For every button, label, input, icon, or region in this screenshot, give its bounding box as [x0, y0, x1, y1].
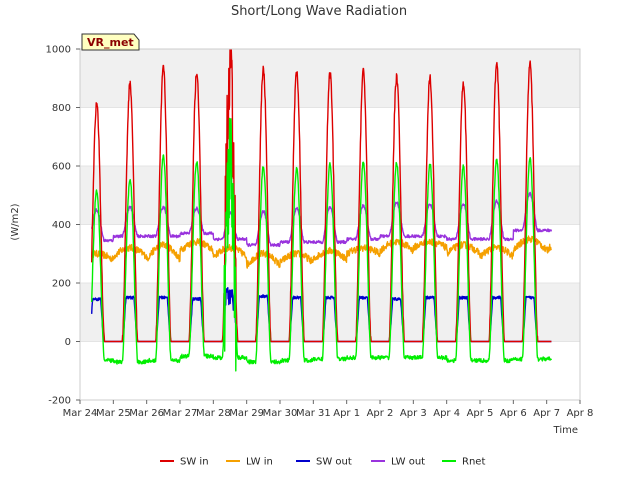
x-tick-label: Apr 6 [500, 408, 527, 419]
plot-band [80, 166, 580, 225]
x-tick-label: Mar 30 [263, 408, 298, 419]
station-badge: VR_met [81, 33, 140, 51]
plot-area [91, 49, 553, 372]
legend: SW in LW in SW out LW out Rnet [160, 457, 485, 468]
x-tick-label: Apr 5 [467, 408, 494, 419]
x-tick-label: Apr 3 [400, 408, 427, 419]
y-axis-title: (W/m2) [10, 203, 21, 240]
y-tick-label: 800 [52, 103, 71, 114]
station-badge-shape [81, 33, 140, 51]
x-tick-label: Mar 27 [163, 408, 198, 419]
plot-band [80, 283, 580, 342]
y-tick-label: 1000 [46, 45, 71, 56]
series-line-rnet [91, 117, 553, 372]
legend-item: SW in [160, 457, 209, 468]
station-label: VR_met [87, 36, 134, 49]
x-tick-label: Mar 24 [63, 408, 98, 419]
legend-item: Rnet [442, 457, 485, 468]
y-tick-label: 0 [65, 337, 71, 348]
legend-label: LW in [246, 457, 273, 468]
x-tick-label: Apr 8 [567, 408, 594, 419]
x-axis-title: Time [553, 425, 578, 436]
legend-label: LW out [391, 457, 425, 468]
chart-title: Short/Long Wave Radiation [231, 4, 407, 19]
y-tick-label: 600 [52, 162, 71, 173]
x-tick-label: Mar 31 [296, 408, 331, 419]
x-tick-label: Apr 4 [433, 408, 460, 419]
legend-item: LW in [226, 457, 273, 468]
x-tick-label: Apr 2 [367, 408, 394, 419]
series-line-sw-in [91, 49, 552, 343]
x-tick-label: Apr 1 [333, 408, 360, 419]
legend-label: Rnet [462, 457, 485, 468]
x-tick-label: Apr 7 [533, 408, 560, 419]
x-tick-label: Mar 28 [196, 408, 231, 419]
legend-label: SW in [180, 457, 209, 468]
legend-label: SW out [316, 457, 352, 468]
y-tick-label: 200 [52, 279, 71, 290]
legend-item: SW out [296, 457, 352, 468]
plot-bands [80, 49, 580, 342]
y-axis: -200 0 200 400 600 800 1000 [46, 45, 80, 407]
x-tick-label: Mar 29 [229, 408, 264, 419]
legend-item: LW out [371, 457, 425, 468]
y-tick-label: -200 [48, 396, 71, 407]
x-tick-label: Mar 25 [96, 408, 131, 419]
x-tick-label: Mar 26 [129, 408, 164, 419]
y-tick-label: 400 [52, 220, 71, 231]
